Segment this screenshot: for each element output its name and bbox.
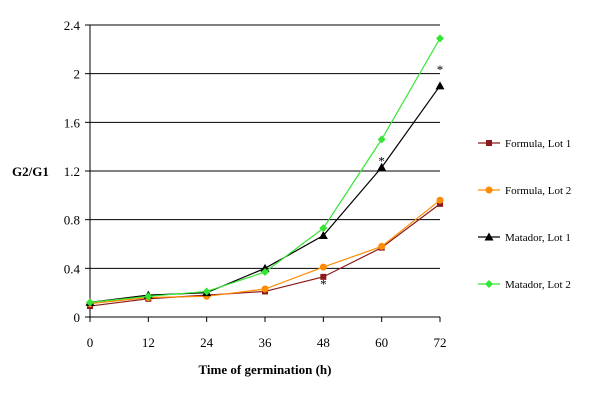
legend-label: Formula, Lot 1 xyxy=(505,138,571,150)
y-tick-label: 2.4 xyxy=(64,18,81,33)
data-point xyxy=(320,273,327,280)
legend-swatch-marker xyxy=(485,280,493,288)
x-tick-label: 72 xyxy=(434,335,447,350)
axes xyxy=(85,24,441,322)
legend-entry: Matador, Lot 1 xyxy=(478,232,571,244)
data-point xyxy=(378,242,386,250)
legend-entry: Matador, Lot 2 xyxy=(478,279,571,291)
x-tick-labels: 0 12 24 36 48 60 72 xyxy=(87,335,447,350)
y-tick-label: 0 xyxy=(74,310,81,325)
data-point xyxy=(86,298,94,307)
data-point xyxy=(319,263,327,271)
legend-swatch-marker xyxy=(485,186,493,194)
y-tick-labels: 0 0.4 0.8 1.2 1.6 2 2.4 xyxy=(64,18,81,325)
annotations: * * * xyxy=(320,62,443,291)
data-point xyxy=(144,292,153,301)
data-point xyxy=(377,162,387,171)
data-point xyxy=(319,224,328,233)
legend-label: Matador, Lot 1 xyxy=(505,232,571,244)
series-4 xyxy=(86,34,444,307)
legend-swatch-marker xyxy=(486,140,492,146)
data-point xyxy=(202,287,211,296)
x-tick-label: 60 xyxy=(375,335,388,350)
y-tick-label: 0.4 xyxy=(64,261,81,276)
data-point xyxy=(437,200,443,207)
data-point xyxy=(377,135,386,144)
series-line xyxy=(89,38,441,303)
legend-entry: Formula, Lot 1 xyxy=(478,138,571,150)
data-point xyxy=(436,34,444,43)
legend-entry: Formula, Lot 2 xyxy=(478,185,571,197)
significance-asterisk: * xyxy=(320,276,327,291)
series-2 xyxy=(86,196,444,308)
legend: Formula, Lot 1 Formula, Lot 2 Matador, Lot… xyxy=(478,138,571,291)
x-tick-label: 36 xyxy=(259,335,273,350)
series-1 xyxy=(87,200,443,310)
y-tick-label: 1.6 xyxy=(64,115,81,130)
data-point xyxy=(261,285,269,293)
x-axis-title: Time of germination (h) xyxy=(199,362,332,377)
y-tick-label: 0.8 xyxy=(64,213,80,228)
gridlines xyxy=(90,24,440,269)
legend-swatch-marker xyxy=(484,232,494,241)
legend-label: Formula, Lot 2 xyxy=(505,185,571,197)
data-point xyxy=(261,267,269,276)
series-group xyxy=(85,34,445,310)
x-tick-label: 0 xyxy=(87,335,94,350)
data-point xyxy=(436,196,444,204)
legend-label: Matador, Lot 2 xyxy=(505,279,571,291)
x-tick-label: 12 xyxy=(142,335,155,350)
data-point xyxy=(318,230,328,239)
x-tick-label: 24 xyxy=(200,335,214,350)
y-axis-title: G2/G1 xyxy=(12,164,49,179)
y-tick-label: 2 xyxy=(74,67,81,82)
x-tick-label: 48 xyxy=(317,335,330,350)
significance-asterisk: * xyxy=(378,153,385,168)
y-tick-label: 1.2 xyxy=(64,164,80,179)
significance-asterisk: * xyxy=(437,62,444,77)
data-point xyxy=(435,81,445,90)
